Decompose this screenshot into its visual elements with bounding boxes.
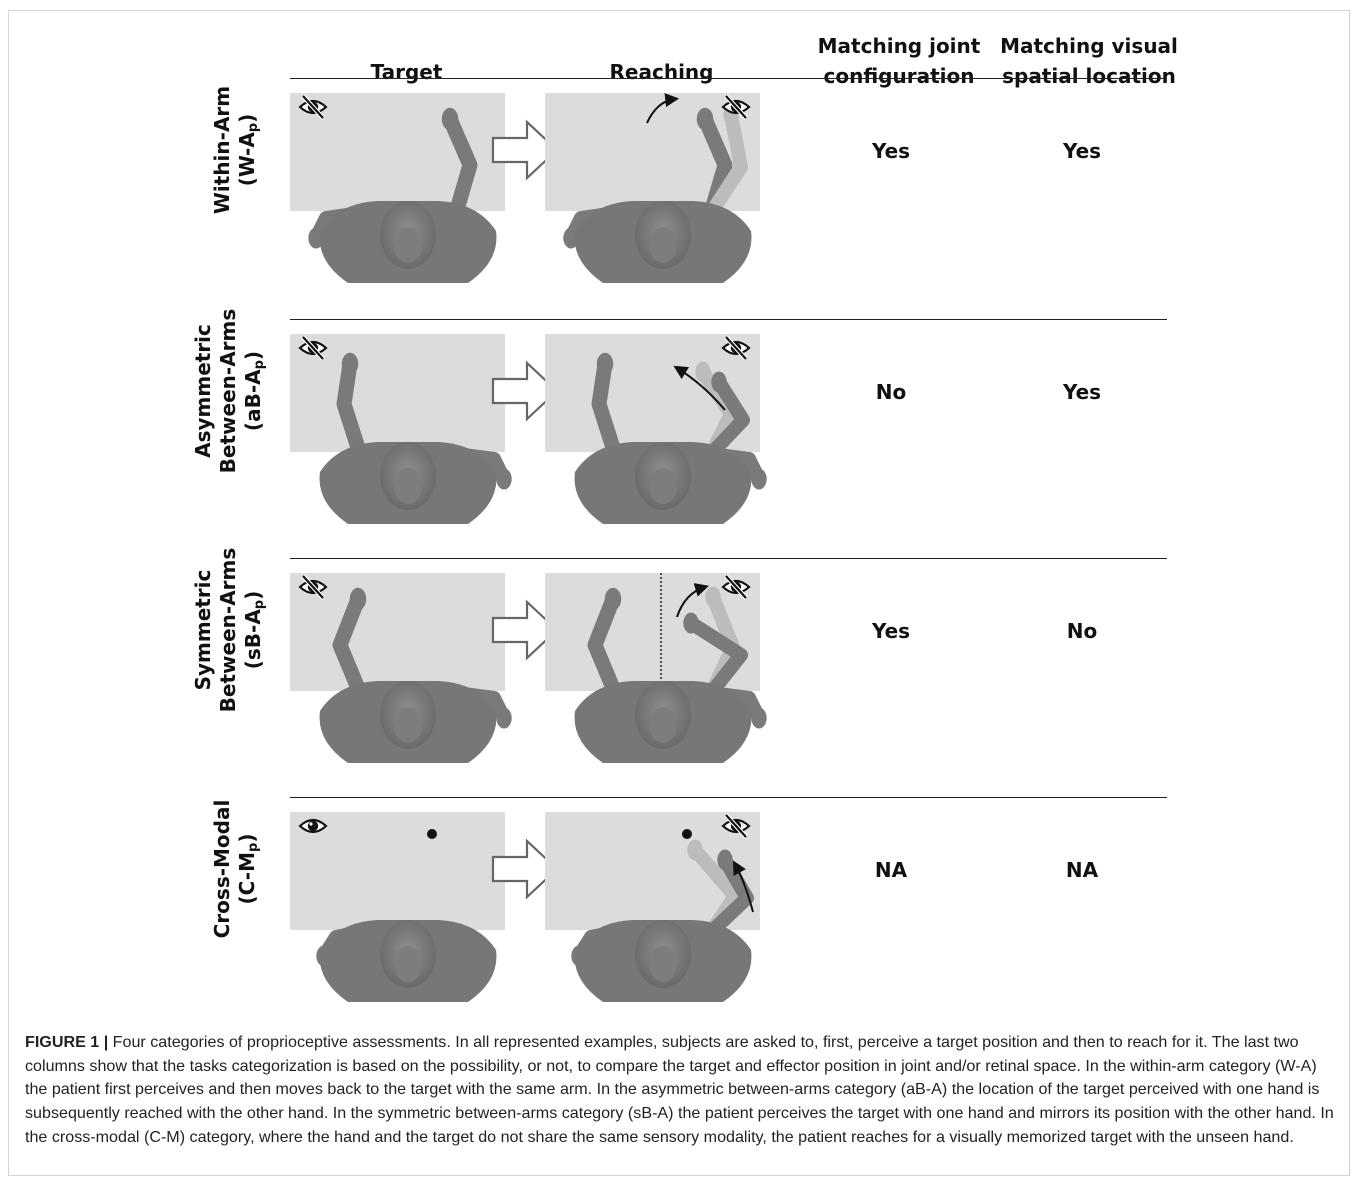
abbrev-close: ) xyxy=(235,833,259,843)
column-header-visual-line-1: Matching visual xyxy=(1000,34,1178,58)
eye-slash-icon xyxy=(721,94,751,120)
reaching-panel xyxy=(545,93,760,283)
figure-frame: Target presentation Reaching Matching jo… xyxy=(8,10,1350,1176)
reaching-panel xyxy=(545,812,760,1002)
body-figure xyxy=(319,920,497,1002)
row-label-line: Symmetric xyxy=(190,569,215,691)
abbrev-close: ) xyxy=(240,590,265,600)
abbrev-text: (sB-A xyxy=(240,609,265,670)
figure-label: FIGURE 1 | xyxy=(25,1033,109,1051)
movement-arrow xyxy=(732,860,754,913)
left-arm xyxy=(336,352,368,462)
reaching-arm xyxy=(704,371,750,461)
column-header-visual: Matching visual spatial location xyxy=(984,31,1194,91)
target-presentation-panel xyxy=(290,334,512,524)
table-surface xyxy=(290,812,505,930)
column-header-visual-line-2: spatial location xyxy=(1002,64,1176,88)
left-arm xyxy=(587,587,623,701)
row-label-line: Between-Arms xyxy=(215,308,240,474)
table-surface xyxy=(290,573,505,691)
body-figure xyxy=(319,201,497,283)
body-figure xyxy=(319,681,497,763)
body-figure xyxy=(574,920,752,1002)
visual-target-dot xyxy=(682,829,692,839)
eye-slash-icon xyxy=(298,335,328,361)
joint-configuration-cell: Yes xyxy=(871,619,911,643)
visual-location-cell: Yes xyxy=(1062,139,1102,163)
eye-slash-icon xyxy=(721,813,751,839)
visual-location-cell: NA xyxy=(1065,858,1099,882)
eye-icon xyxy=(298,818,328,834)
joint-configuration-cell: NA xyxy=(874,858,908,882)
visual-location-cell: Yes xyxy=(1062,380,1102,404)
row-label-line: Between-Arms xyxy=(215,547,240,713)
column-header-joint-line-1: Matching joint xyxy=(817,34,981,58)
row-label-line: Within-Arm xyxy=(210,85,234,215)
movement-arrow xyxy=(676,583,710,618)
eye-slash-icon xyxy=(721,574,751,600)
target-presentation-panel xyxy=(290,93,505,283)
right-arm xyxy=(441,107,478,221)
eye-slash-icon xyxy=(298,94,328,120)
movement-arrow xyxy=(646,93,680,124)
column-header-reaching: Reaching xyxy=(609,60,714,84)
row-label: Cross-Modal (C-Mp) xyxy=(193,729,283,1009)
figure-caption: FIGURE 1 | Four categories of propriocep… xyxy=(25,1031,1337,1150)
eye-slash-icon xyxy=(721,335,751,361)
row-divider xyxy=(290,319,1167,320)
body-figure xyxy=(319,442,497,524)
column-header-joint-line-2: configuration xyxy=(823,64,975,88)
reaching-arm xyxy=(683,612,748,700)
row-divider xyxy=(290,797,1167,798)
abbrev-text: (C-M xyxy=(235,851,259,905)
table-surface xyxy=(290,334,505,452)
arrow-right-icon xyxy=(491,838,561,900)
arrow-right-icon xyxy=(491,360,561,422)
row-label-line: Asymmetric xyxy=(190,324,215,458)
abbrev-close: ) xyxy=(235,113,259,123)
row-divider xyxy=(290,78,1167,79)
reaching-panel xyxy=(545,334,767,524)
row-label: Asymmetric Between-Arms (aB-Ap) xyxy=(186,251,276,531)
row-label-line: Cross-Modal xyxy=(210,799,234,939)
visual-target-dot xyxy=(427,829,437,839)
abbrev-subscript: p xyxy=(251,599,267,610)
target-presentation-panel xyxy=(290,812,505,1002)
row-label-abbrev: (sB-Ap) xyxy=(241,591,272,670)
row-divider xyxy=(290,558,1167,559)
body-figure xyxy=(574,681,752,763)
movement-arrow xyxy=(673,365,726,411)
column-header-joint: Matching joint configuration xyxy=(799,31,999,91)
left-arm xyxy=(332,587,368,701)
row-label: Within-Arm (W-Ap) xyxy=(193,10,283,290)
target-presentation-panel xyxy=(290,573,512,763)
abbrev-subscript: p xyxy=(251,360,267,370)
abbrev-subscript: p xyxy=(246,122,261,133)
row-label-abbrev: (W-Ap) xyxy=(235,114,266,187)
body-figure xyxy=(574,201,752,283)
body-figure xyxy=(574,442,752,524)
eye-slash-icon xyxy=(298,574,328,600)
arrow-right-icon xyxy=(491,119,561,181)
reaching-panel xyxy=(545,573,767,763)
abbrev-text: (aB-A xyxy=(240,369,265,432)
visual-location-cell: No xyxy=(1066,619,1098,643)
joint-configuration-cell: No xyxy=(875,380,907,404)
abbrev-text: (W-A xyxy=(235,132,259,187)
figure-caption-text: Four categories of proprioceptive assess… xyxy=(25,1033,1334,1146)
abbrev-close: ) xyxy=(240,350,265,361)
row-label-abbrev: (aB-Ap) xyxy=(241,351,272,431)
reaching-arm xyxy=(704,849,754,939)
left-arm xyxy=(591,352,623,462)
joint-configuration-cell: Yes xyxy=(871,139,911,163)
abbrev-subscript: p xyxy=(246,842,261,852)
row-label: Symmetric Between-Arms (sB-Ap) xyxy=(186,490,276,770)
arrow-right-icon xyxy=(491,599,561,661)
row-label-abbrev: (C-Mp) xyxy=(235,834,266,905)
